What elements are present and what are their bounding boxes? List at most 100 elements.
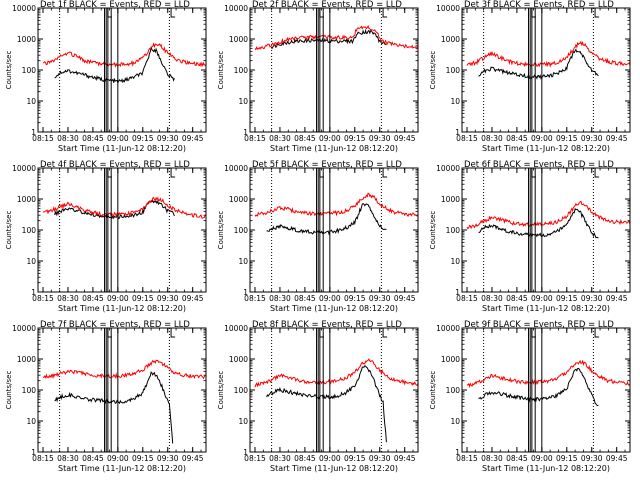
x-tick-label: 09:45 — [606, 134, 628, 143]
plot-frame — [37, 167, 207, 293]
x-tick-label: 09:45 — [182, 454, 204, 463]
bracket-marker — [594, 168, 600, 178]
y-tick-label: 100 — [234, 226, 249, 235]
bracket-marker — [107, 328, 112, 338]
x-axis-label: Start Time (11-Jun-12 08:12:20) — [482, 304, 610, 313]
y-tick-label: 1000 — [229, 355, 248, 364]
y-tick-label: 10 — [26, 97, 36, 106]
panel-det-4: Det 4f BLACK = Events, RED = LLD Counts/s… — [5, 160, 207, 313]
plot-frame — [37, 327, 207, 453]
y-tick-label: 100 — [446, 66, 461, 75]
x-tick-label: 09:45 — [394, 454, 416, 463]
x-tick-label: 09:15 — [556, 454, 578, 463]
x-tick-label: 09:00 — [531, 454, 553, 463]
panel-det-6: Det 6f BLACK = Events, RED = LLD Counts/s… — [429, 160, 631, 313]
x-tick-label: 08:30 — [481, 454, 503, 463]
plot-frame — [37, 7, 207, 133]
lld-series-line — [42, 359, 207, 380]
y-axis-label: Counts/sec — [429, 211, 437, 250]
x-tick-label: 09:00 — [531, 134, 553, 143]
plot-frame — [249, 7, 419, 133]
bracket-marker — [382, 168, 388, 178]
panel-det-5: Det 5f BLACK = Events, RED = LLD Counts/s… — [217, 160, 419, 313]
bracket-marker — [107, 8, 112, 18]
y-axis-label: Counts/sec — [5, 211, 13, 250]
bracket-marker — [107, 168, 112, 178]
bracket-marker — [594, 8, 600, 18]
events-series-line — [54, 46, 175, 84]
x-tick-label: 08:45 — [506, 134, 528, 143]
y-tick-label: 10000 — [436, 164, 460, 173]
panel-title: Det 2f BLACK = Events, RED = LLD — [252, 0, 402, 10]
y-tick-label: 1000 — [441, 195, 460, 204]
bracket-marker — [594, 328, 600, 338]
plot-frame — [461, 167, 631, 293]
y-tick-label: 1 — [243, 288, 248, 297]
x-tick-label: 08:15 — [456, 454, 478, 463]
bracket-marker — [319, 328, 324, 338]
lld-series-line — [254, 192, 419, 218]
x-tick-label: 09:15 — [344, 134, 366, 143]
events-series-line — [478, 367, 599, 407]
panel-det-9: Det 9f BLACK = Events, RED = LLD Counts/s… — [429, 320, 631, 473]
x-axis-label: Start Time (11-Jun-12 08:12:20) — [482, 144, 610, 153]
x-tick-label: 08:45 — [82, 294, 104, 303]
y-tick-label: 100 — [446, 386, 461, 395]
x-tick-label: 09:00 — [531, 294, 553, 303]
x-axis-label: Start Time (11-Jun-12 08:12:20) — [58, 464, 186, 473]
x-tick-label: 09:45 — [606, 454, 628, 463]
panel-title: Det 4f BLACK = Events, RED = LLD — [40, 160, 190, 170]
y-tick-label: 10000 — [224, 4, 248, 13]
x-tick-label: 09:45 — [182, 294, 204, 303]
x-tick-label: 08:30 — [481, 134, 503, 143]
y-tick-label: 10 — [26, 257, 36, 266]
panel-det-1: Det 1f BLACK = Events, RED = LLD Counts/s… — [5, 0, 207, 153]
x-tick-label: 08:15 — [244, 454, 266, 463]
y-tick-label: 1 — [31, 448, 36, 457]
x-axis-label: Start Time (11-Jun-12 08:12:20) — [270, 144, 398, 153]
x-tick-label: 08:45 — [506, 294, 528, 303]
events-series-line — [271, 28, 387, 50]
panel-det-8: Det 8f BLACK = Events, RED = LLD Counts/s… — [217, 320, 419, 473]
bracket-marker — [531, 8, 536, 18]
x-tick-label: 09:45 — [606, 294, 628, 303]
x-tick-label: 09:00 — [107, 454, 129, 463]
y-tick-label: 1 — [243, 448, 248, 457]
x-tick-label: 09:30 — [369, 454, 391, 463]
plot-frame — [249, 167, 419, 293]
x-tick-label: 08:30 — [57, 294, 79, 303]
x-axis-label: Start Time (11-Jun-12 08:12:20) — [58, 144, 186, 153]
panel-title: Det 3f BLACK = Events, RED = LLD — [464, 0, 614, 10]
panel-title: Det 7f BLACK = Events, RED = LLD — [40, 320, 190, 330]
y-tick-label: 10 — [238, 97, 248, 106]
x-tick-label: 09:30 — [157, 294, 179, 303]
x-tick-label: 08:30 — [269, 454, 291, 463]
y-axis-label: Counts/sec — [217, 211, 225, 250]
lld-series-line — [42, 42, 207, 69]
x-tick-label: 09:30 — [581, 134, 603, 143]
x-tick-label: 09:00 — [107, 294, 129, 303]
panel-title: Det 9f BLACK = Events, RED = LLD — [464, 320, 614, 330]
x-tick-label: 09:00 — [319, 454, 341, 463]
x-tick-label: 09:00 — [107, 134, 129, 143]
x-tick-label: 09:45 — [394, 294, 416, 303]
x-tick-label: 08:45 — [294, 294, 316, 303]
x-axis-label: Start Time (11-Jun-12 08:12:20) — [482, 464, 610, 473]
y-tick-label: 1 — [455, 448, 460, 457]
y-tick-label: 1000 — [17, 355, 36, 364]
y-tick-label: 100 — [22, 66, 37, 75]
bracket-marker — [319, 8, 324, 18]
y-tick-label: 10000 — [436, 324, 460, 333]
y-axis-label: Counts/sec — [5, 51, 13, 90]
y-tick-label: 100 — [234, 66, 249, 75]
bracket-marker — [382, 8, 388, 18]
y-tick-label: 1 — [455, 288, 460, 297]
panel-det-3: Det 3f BLACK = Events, RED = LLD Counts/s… — [429, 0, 631, 153]
x-tick-label: 09:15 — [556, 134, 578, 143]
lld-series-line — [42, 196, 207, 219]
panel-det-7: Det 7f BLACK = Events, RED = LLD Counts/s… — [5, 320, 207, 473]
y-tick-label: 1000 — [441, 355, 460, 364]
y-tick-label: 10 — [450, 97, 460, 106]
x-axis-label: Start Time (11-Jun-12 08:12:20) — [270, 304, 398, 313]
